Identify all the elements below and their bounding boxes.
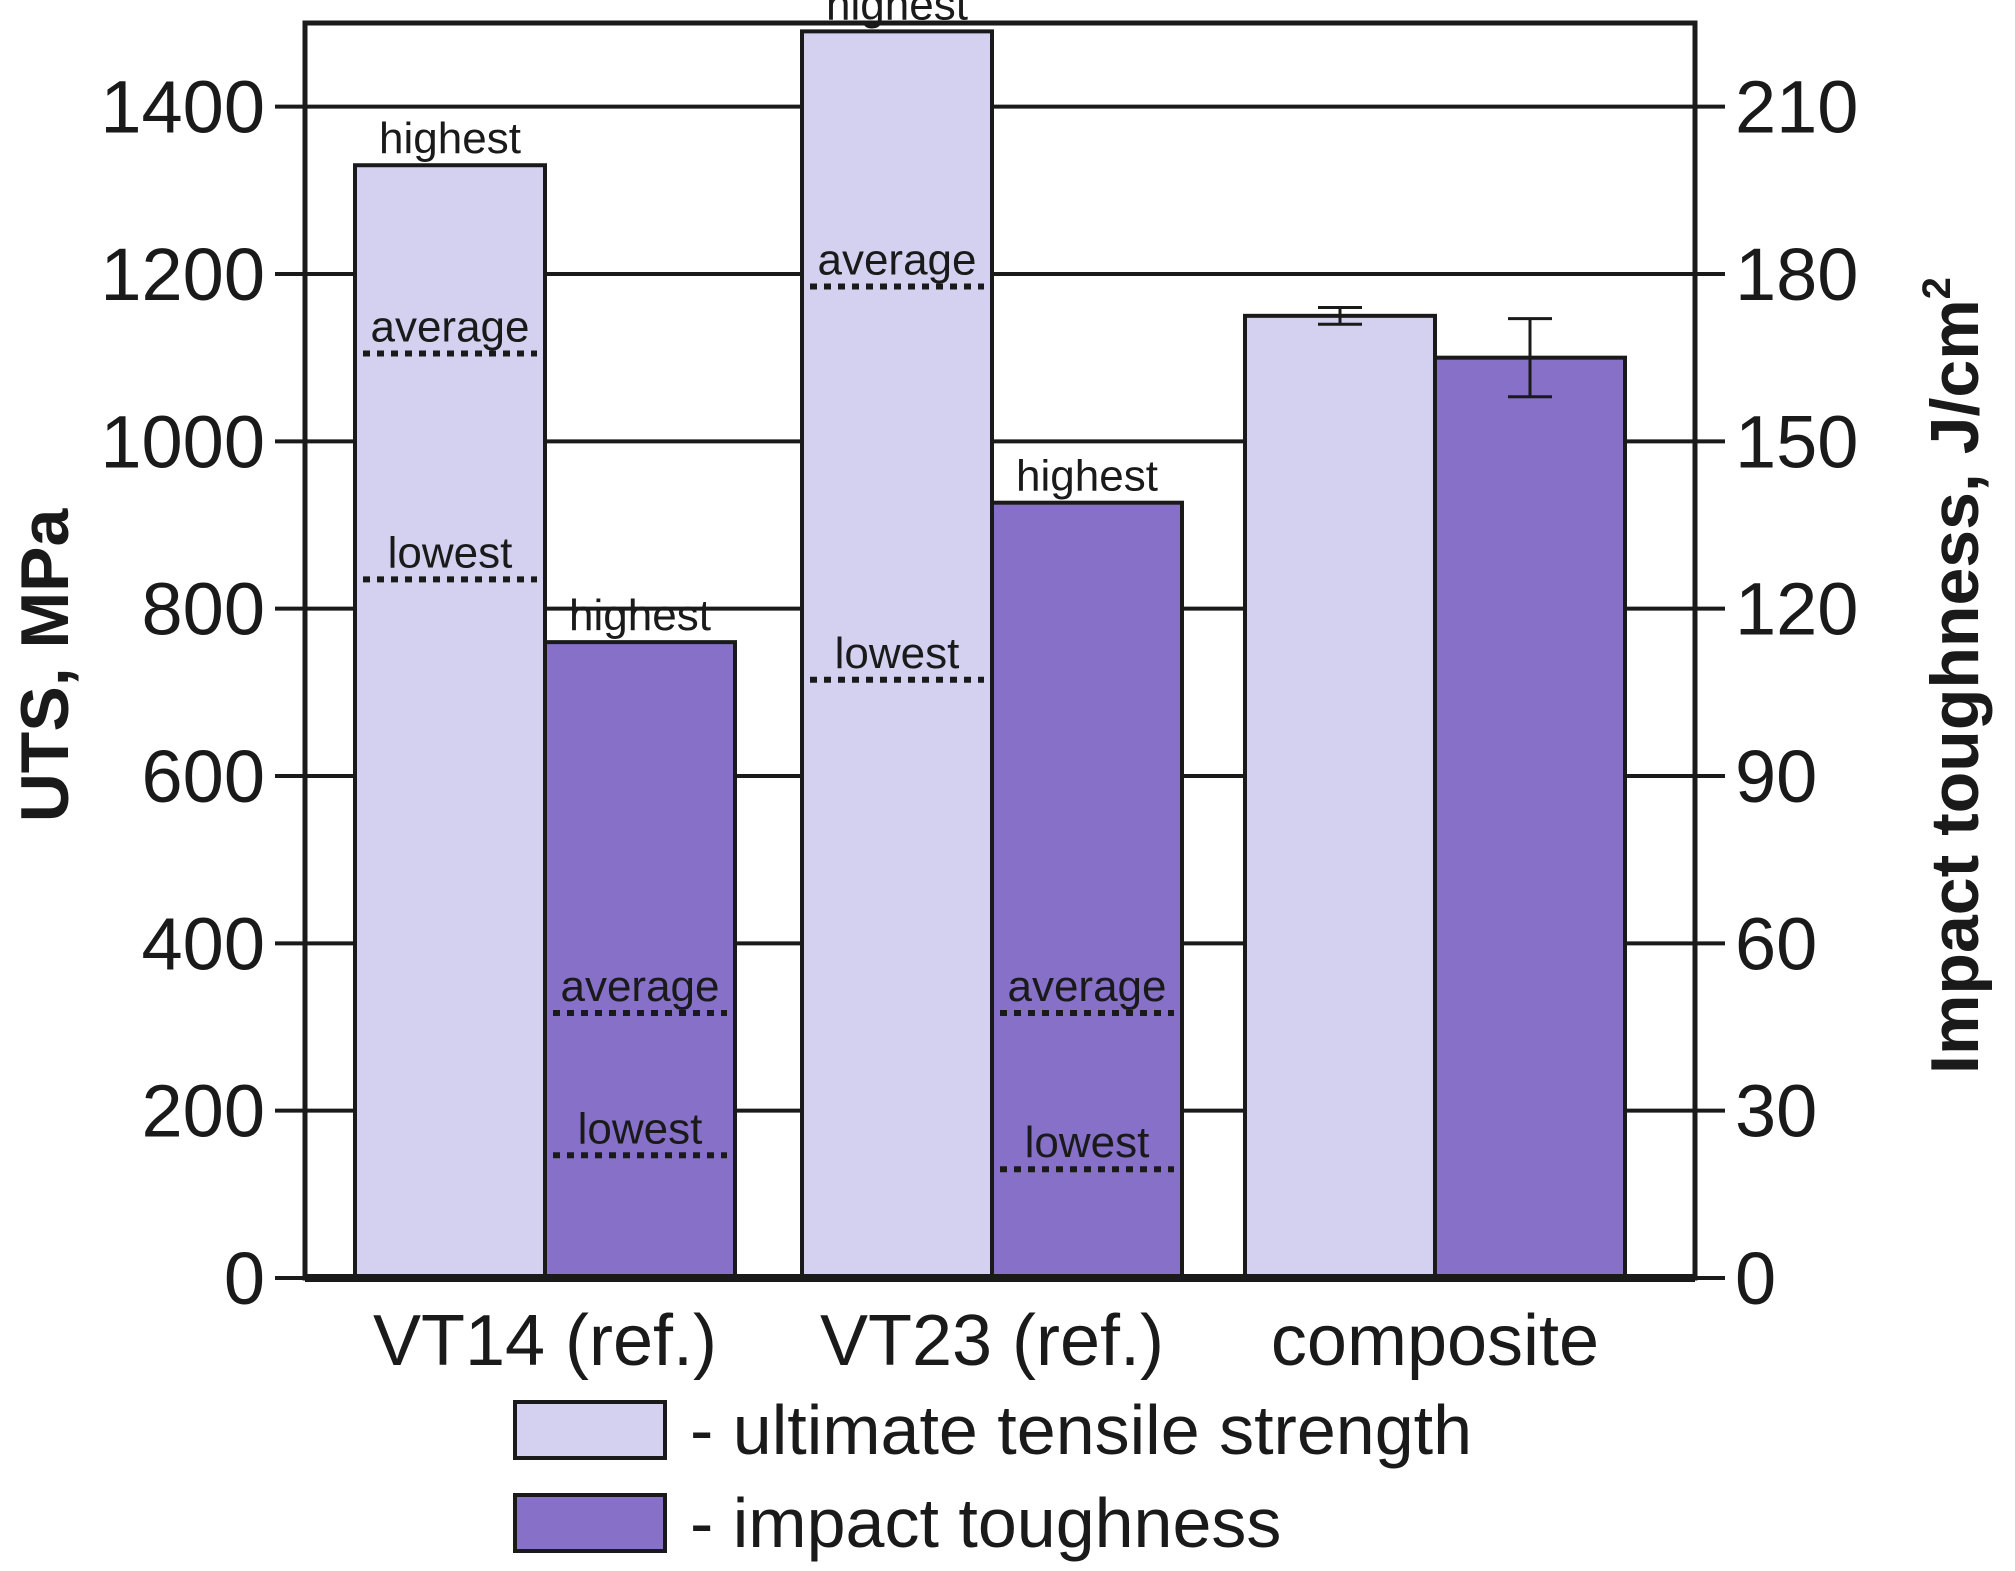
right-tick-label: 90 <box>1735 735 1817 818</box>
legend-swatch-0 <box>513 1400 667 1460</box>
bar-impact-0 <box>543 640 737 1280</box>
left-tick-label: 800 <box>142 568 265 651</box>
right-tick-label: 180 <box>1735 233 1858 316</box>
right-tick-label: 150 <box>1735 400 1858 483</box>
left-axis-title: UTS, MPa <box>7 508 83 823</box>
annotation-average: average <box>370 302 529 351</box>
annotation-highest: highest <box>569 591 711 640</box>
legend-label: - ultimate tensile strength <box>690 1391 1472 1469</box>
annotation-average: average <box>560 962 719 1011</box>
right-tick-label: 30 <box>1735 1070 1817 1153</box>
annotation-lowest: lowest <box>388 528 513 577</box>
category-label: composite <box>1271 1301 1599 1381</box>
annotation-highest: highest <box>379 114 521 163</box>
right-tick-label: 120 <box>1735 568 1858 651</box>
left-tick-label: 200 <box>142 1070 265 1153</box>
annotation-lowest: lowest <box>1025 1118 1150 1167</box>
annotation-highest: highest <box>1016 452 1158 501</box>
left-tick-label: 400 <box>142 902 265 985</box>
right-axis-title-text: Impact toughness, J/cm <box>1917 299 1993 1074</box>
legend-swatch-1 <box>513 1493 667 1553</box>
annotation-lowest: lowest <box>835 629 960 678</box>
left-tick-label: 0 <box>224 1237 265 1320</box>
left-tick-label: 1200 <box>100 233 265 316</box>
bar-uts-2 <box>1243 313 1437 1281</box>
right-tick-label: 0 <box>1735 1237 1776 1320</box>
left-tick-label: 1000 <box>100 400 265 483</box>
left-tick-label: 600 <box>142 735 265 818</box>
right-axis-title-superscript: 2 <box>1915 277 1959 299</box>
left-tick-label: 1400 <box>100 66 265 149</box>
annotation-average: average <box>817 236 976 285</box>
category-label: VT14 (ref.) <box>373 1301 717 1381</box>
legend-label: - impact toughness <box>690 1484 1281 1562</box>
annotation-lowest: lowest <box>578 1104 703 1153</box>
annotation-average: average <box>1007 962 1166 1011</box>
bar-uts-1 <box>800 29 994 1280</box>
right-tick-label: 60 <box>1735 902 1817 985</box>
right-tick-label: 210 <box>1735 66 1858 149</box>
bar-impact-2 <box>1433 355 1627 1280</box>
right-axis-title: Impact toughness, J/cm2 <box>1915 277 1993 1074</box>
category-label: VT23 (ref.) <box>820 1301 1164 1381</box>
